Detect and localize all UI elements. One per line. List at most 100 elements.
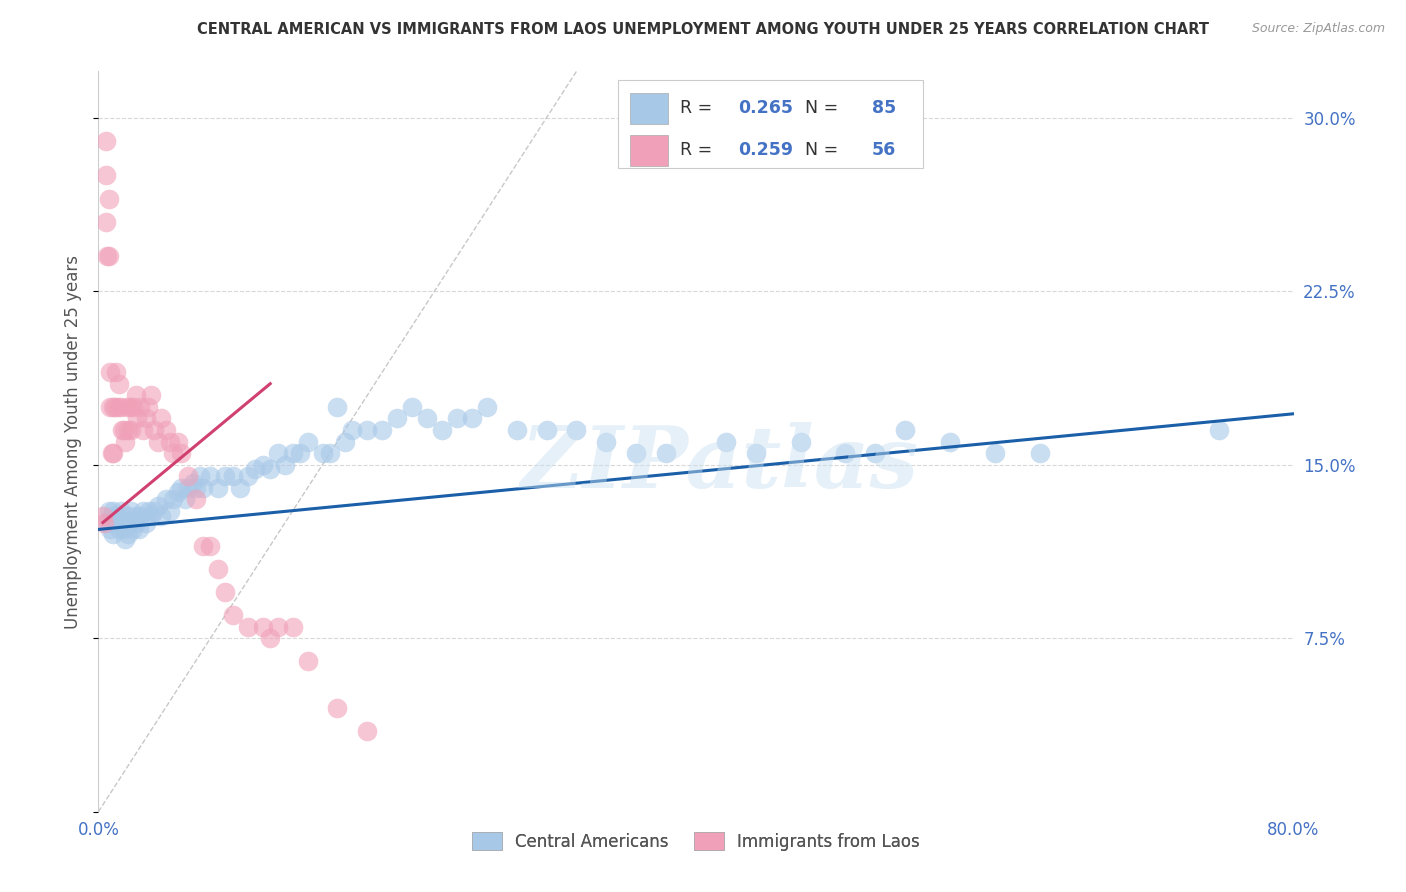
Text: 0.259: 0.259 [738,141,793,159]
Point [461,411,484,425]
Point [1208,423,1230,437]
Bar [619,80,924,168]
Point [506,423,529,437]
Point [97,504,120,518]
Point [371,423,394,437]
Point [166,434,188,449]
Point [207,481,229,495]
Point [111,516,134,530]
Y-axis label: Unemployment Among Youth under 25 years: Unemployment Among Youth under 25 years [65,254,83,629]
Point [125,508,148,523]
Point [111,423,134,437]
Point [356,423,378,437]
Point [127,411,149,425]
Point [595,434,617,449]
Point [115,400,138,414]
Point [138,504,160,518]
Text: N =: N = [794,99,844,117]
Point [169,481,191,495]
Text: N =: N = [794,141,844,159]
Point [94,134,117,148]
Point [166,485,188,500]
Point [120,504,142,518]
Point [177,481,200,495]
Point [207,562,229,576]
Point [789,434,811,449]
Point [129,508,152,523]
Point [139,388,162,402]
Point [714,434,737,449]
Point [281,446,304,460]
Point [117,527,139,541]
Point [94,169,117,183]
Point [132,504,155,518]
Point [103,504,125,518]
Point [834,446,856,460]
Point [98,400,122,414]
Point [326,400,349,414]
Point [139,508,162,523]
Point [117,423,139,437]
Point [288,446,311,460]
Point [274,458,297,472]
Point [108,523,131,537]
Point [191,481,214,495]
Point [162,446,184,460]
Point [112,423,135,437]
Point [326,700,349,714]
Point [117,508,139,523]
Point [655,446,678,460]
Point [104,400,127,414]
Point [984,446,1007,460]
Point [214,585,236,599]
Text: R =: R = [681,141,718,159]
Point [105,365,128,379]
Point [162,492,184,507]
Point [356,723,378,738]
Point [94,516,117,530]
Point [342,423,364,437]
Point [135,516,157,530]
Point [118,516,141,530]
Point [319,446,342,460]
Point [108,376,131,391]
Bar [630,93,668,124]
Point [229,481,252,495]
Point [114,434,136,449]
Point [236,469,259,483]
Point [385,411,409,425]
Point [446,411,468,425]
Point [1028,446,1050,460]
Point [142,504,165,518]
Point [245,462,267,476]
Point [222,608,245,623]
Bar [630,135,668,166]
Text: 0.265: 0.265 [738,99,793,117]
Point [98,523,122,537]
Point [865,446,887,460]
Point [181,476,204,491]
Point [188,469,211,483]
Point [101,446,124,460]
Point [259,462,281,476]
Point [150,508,173,523]
Point [259,631,281,645]
Point [416,411,439,425]
Point [150,411,173,425]
Point [184,492,207,507]
Point [112,523,135,537]
Point [94,215,117,229]
Point [125,388,148,402]
Point [297,434,319,449]
Point [565,423,588,437]
Point [184,481,207,495]
Point [267,446,290,460]
Point [103,527,125,541]
Point [132,423,155,437]
Point [214,469,236,483]
Point [129,400,152,414]
Point [177,469,200,483]
Point [105,516,128,530]
Point [110,504,132,518]
Point [222,469,245,483]
